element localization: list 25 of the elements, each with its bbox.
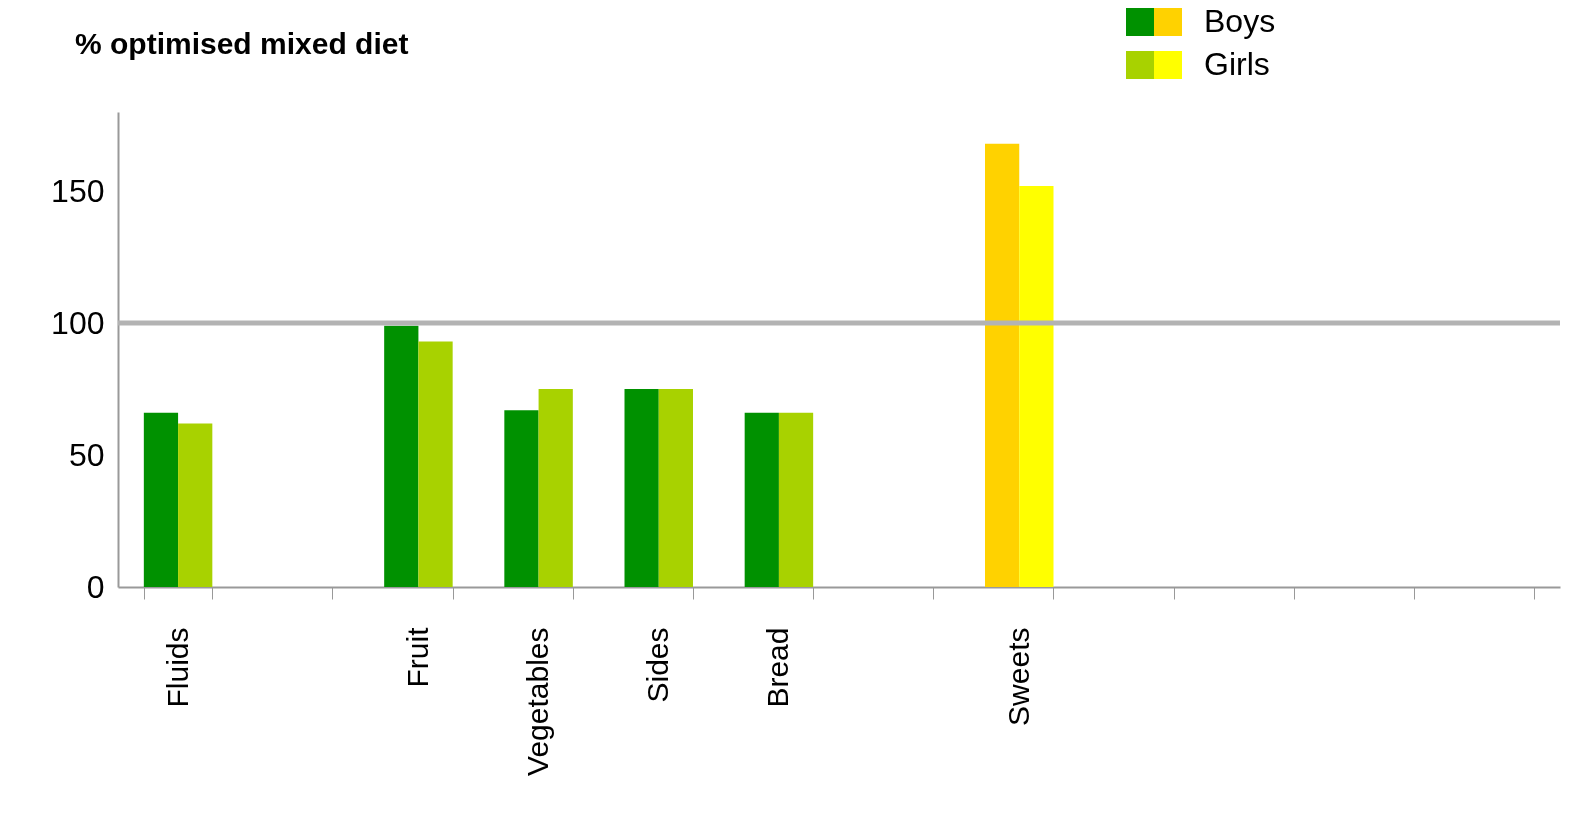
bar	[1019, 185, 1054, 587]
y-tick-label: 0	[86, 568, 105, 605]
bar	[143, 412, 179, 587]
x-tick-label: Bread	[761, 627, 795, 708]
bar	[178, 423, 213, 587]
bar	[624, 389, 659, 587]
bar	[658, 389, 693, 587]
x-tick-label: Sides	[641, 627, 675, 703]
bar	[384, 325, 419, 587]
x-tick-label: Sweets	[1001, 627, 1035, 726]
chart-title: % optimised mixed diet	[75, 27, 409, 60]
y-tick-label: 150	[51, 172, 105, 209]
bar	[778, 412, 814, 587]
bar	[538, 389, 573, 587]
x-tick-label: Fluids	[160, 627, 194, 708]
legend-label: Girls	[1204, 45, 1270, 84]
y-tick-label: 100	[51, 304, 105, 341]
x-tick-label: Vegetables	[521, 627, 555, 776]
bar	[744, 412, 779, 587]
legend-label: Boys	[1204, 2, 1276, 41]
x-tick-label: Fruit	[400, 626, 434, 688]
bar	[418, 341, 453, 587]
bar	[985, 143, 1020, 587]
bar	[504, 410, 539, 587]
y-tick-label: 50	[68, 436, 105, 473]
